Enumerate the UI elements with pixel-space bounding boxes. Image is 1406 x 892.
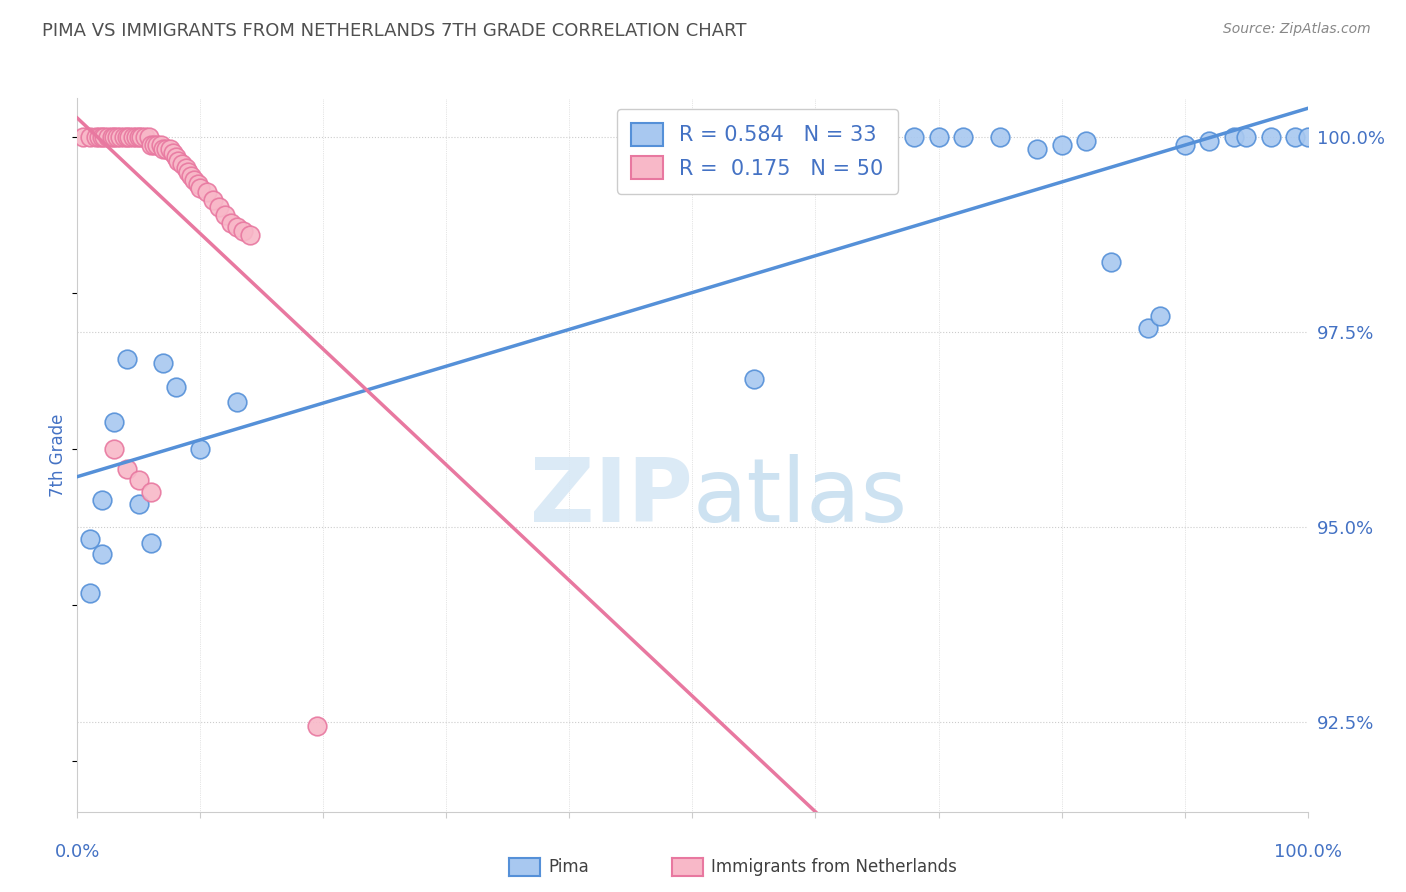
Point (138, 130, 160, 145)
Point (131, 130, 153, 145)
Point (93, 130, 115, 145)
Point (89, 130, 111, 145)
Point (103, 415, 125, 429)
Point (134, 130, 156, 145)
Point (1076, 134, 1098, 148)
Point (195, 185, 218, 199)
Point (103, 442, 125, 456)
Point (1223, 130, 1246, 145)
Point (150, 137, 173, 152)
Point (72, 130, 94, 145)
Point (115, 352, 138, 367)
Point (97, 130, 120, 145)
Text: ZIP: ZIP (530, 454, 693, 541)
Point (1026, 142, 1049, 156)
Point (1198, 134, 1220, 148)
Point (142, 137, 165, 152)
Point (90, 130, 114, 145)
Point (115, 461, 138, 475)
Point (928, 130, 950, 145)
Point (804, 130, 827, 145)
Point (170, 157, 193, 171)
Point (79, 130, 101, 145)
Point (79, 532, 101, 546)
Point (118, 130, 141, 145)
Point (121, 130, 143, 145)
Point (110, 130, 132, 145)
Point (177, 165, 200, 179)
Text: Source: ZipAtlas.com: Source: ZipAtlas.com (1223, 22, 1371, 37)
Point (162, 145, 184, 160)
Point (90, 547, 114, 561)
Point (866, 130, 889, 145)
Point (239, 227, 262, 242)
Point (165, 150, 187, 164)
Point (152, 142, 174, 156)
Point (112, 130, 135, 145)
Point (155, 142, 177, 156)
Point (1136, 321, 1159, 335)
Point (84, 130, 107, 145)
Point (208, 200, 231, 214)
Point (219, 216, 242, 230)
Point (141, 535, 163, 549)
Point (952, 130, 974, 145)
Point (1234, 130, 1257, 145)
Point (79, 586, 101, 600)
Point (988, 130, 1011, 145)
Point (226, 395, 249, 409)
Point (1099, 255, 1122, 269)
Point (128, 130, 150, 145)
Point (742, 372, 765, 386)
Point (1296, 130, 1319, 145)
Text: 100.0%: 100.0% (1274, 843, 1341, 861)
Point (1050, 137, 1073, 152)
Point (1260, 130, 1282, 145)
Text: Pima: Pima (548, 858, 589, 876)
Point (174, 161, 197, 176)
Point (1174, 137, 1197, 152)
Point (183, 173, 205, 187)
Point (190, 442, 212, 456)
Point (1284, 130, 1306, 145)
Point (125, 130, 148, 145)
Y-axis label: 7th Grade: 7th Grade (49, 413, 67, 497)
Point (180, 169, 202, 183)
Point (307, 719, 329, 733)
Point (146, 137, 169, 152)
Point (128, 473, 150, 487)
Point (103, 130, 125, 145)
Point (201, 193, 224, 207)
Point (128, 497, 150, 511)
Point (903, 130, 925, 145)
Point (167, 153, 190, 168)
Point (1149, 310, 1171, 324)
Point (226, 219, 249, 234)
Point (115, 130, 138, 145)
Point (141, 485, 163, 500)
Legend: R = 0.584   N = 33, R =  0.175   N = 50: R = 0.584 N = 33, R = 0.175 N = 50 (617, 109, 898, 194)
Text: PIMA VS IMMIGRANTS FROM NETHERLANDS 7TH GRADE CORRELATION CHART: PIMA VS IMMIGRANTS FROM NETHERLANDS 7TH … (42, 22, 747, 40)
Point (105, 130, 128, 145)
Point (214, 208, 236, 222)
Point (187, 177, 209, 191)
Point (190, 181, 212, 195)
Point (165, 379, 187, 393)
Point (101, 130, 124, 145)
Text: 0.0%: 0.0% (55, 843, 100, 861)
Text: Immigrants from Netherlands: Immigrants from Netherlands (711, 858, 957, 876)
Point (141, 137, 163, 152)
Point (232, 224, 254, 238)
Point (830, 130, 852, 145)
Point (159, 142, 181, 156)
Point (152, 356, 174, 370)
Text: atlas: atlas (693, 454, 908, 541)
Point (90, 492, 114, 507)
